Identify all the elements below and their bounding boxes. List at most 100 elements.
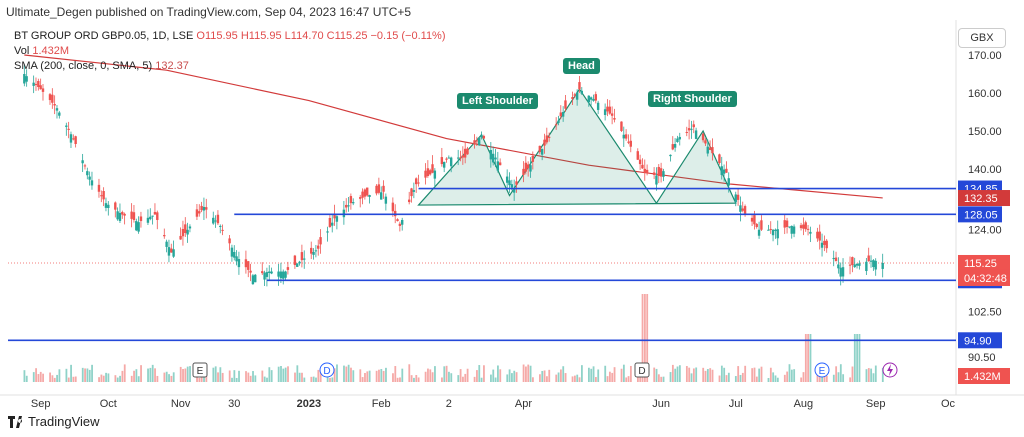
- candle-body: [718, 154, 721, 163]
- candle-body: [310, 247, 313, 254]
- volume-bar: [431, 372, 434, 382]
- volume-bar: [49, 372, 51, 382]
- volume-bar: [709, 368, 712, 382]
- volume-bar: [653, 367, 656, 382]
- candle-body: [463, 148, 467, 158]
- candle-body: [641, 164, 644, 169]
- candle-body: [809, 231, 812, 234]
- candle-body: [757, 229, 761, 236]
- event-marker-label: E: [819, 366, 826, 377]
- volume-bar: [280, 365, 282, 382]
- candle-body: [510, 184, 514, 188]
- volume-bar: [310, 376, 313, 382]
- tradingview-logo-icon: [8, 415, 23, 428]
- volume-bar: [881, 367, 884, 382]
- volume-bar: [427, 368, 429, 382]
- volume-bar: [135, 369, 138, 382]
- tradingview-brand[interactable]: TradingView: [8, 414, 100, 429]
- volume-bar: [424, 371, 427, 382]
- candle-body: [750, 217, 754, 222]
- volume-bar: [221, 372, 224, 382]
- volume-bar: [130, 375, 133, 382]
- volume-bar: [499, 369, 502, 382]
- volume-bar: [382, 370, 385, 382]
- candle-body: [769, 228, 772, 230]
- candle-body: [172, 249, 175, 257]
- volume-bar: [620, 368, 623, 382]
- volume-bar: [804, 334, 807, 382]
- volume-bar: [51, 375, 54, 382]
- candle-body: [361, 191, 364, 198]
- volume-bar: [133, 370, 135, 382]
- volume-bar: [172, 372, 175, 382]
- candle-body: [872, 260, 875, 268]
- volume-bar: [546, 376, 548, 382]
- candle-body: [170, 248, 173, 253]
- volume-bar: [459, 369, 462, 382]
- volume-bar: [849, 377, 852, 382]
- candle-body: [466, 148, 469, 155]
- volume-bar: [231, 377, 233, 382]
- candle-body: [263, 272, 266, 280]
- candle-body: [265, 272, 269, 277]
- candle-body: [657, 166, 660, 177]
- candle-body: [771, 229, 775, 236]
- volume-bar: [685, 366, 688, 382]
- candle-body: [132, 212, 136, 220]
- volume-bar: [660, 376, 663, 382]
- candle-body: [643, 168, 646, 173]
- candle-body: [678, 136, 681, 140]
- volume-bar: [557, 372, 560, 382]
- candle-body: [303, 258, 306, 260]
- candle-body: [755, 223, 758, 228]
- candle-body: [228, 238, 231, 244]
- candle-body: [424, 170, 427, 178]
- candle-body: [39, 85, 42, 90]
- candle-body: [708, 147, 712, 150]
- candle-body: [867, 255, 870, 262]
- candle-body: [366, 187, 369, 196]
- candle-body: [788, 226, 791, 228]
- volume-bar: [42, 373, 44, 382]
- candle-body: [400, 219, 404, 225]
- flash-bolt-icon: [887, 364, 893, 376]
- candle-body: [270, 271, 273, 274]
- sma-value: 132.37: [155, 60, 189, 72]
- volume-bar: [532, 377, 534, 382]
- volume-bar: [807, 334, 810, 382]
- volume-bar: [483, 365, 485, 382]
- candle-body: [725, 168, 728, 173]
- candle-body: [102, 191, 105, 200]
- candle-body: [687, 128, 691, 131]
- candle-body: [359, 197, 362, 199]
- candle-body: [188, 226, 192, 229]
- volume-value: 1.432M: [32, 45, 70, 57]
- candle-body: [482, 135, 486, 139]
- volume-bar: [282, 368, 285, 382]
- candle-body: [659, 168, 663, 177]
- volume-bar: [238, 370, 240, 382]
- ohlc-values: O115.95 H115.95 L114.70 C115.25 −0.15 (−…: [196, 30, 446, 42]
- sma-label: SMA (200, close, 0, SMA, 5): [14, 60, 153, 72]
- volume-bar: [462, 376, 464, 382]
- volume-bar: [555, 374, 558, 382]
- volume-bar: [301, 372, 303, 382]
- volume-bar: [392, 373, 394, 382]
- x-tick-label: Feb: [372, 398, 391, 410]
- candle-body: [491, 153, 495, 163]
- candle-body: [149, 216, 152, 220]
- candle-body: [352, 202, 355, 204]
- candle-body: [522, 168, 525, 175]
- candle-body: [284, 271, 287, 278]
- volume-bar: [116, 377, 119, 382]
- candle-body: [107, 204, 110, 208]
- candle-body: [727, 178, 730, 186]
- volume-bar: [74, 376, 77, 382]
- volume-bar: [317, 369, 320, 382]
- volume-bar: [186, 366, 189, 382]
- currency-button[interactable]: GBX: [958, 28, 1006, 48]
- publisher-line: Ultimate_Degen published on TradingView.…: [6, 5, 412, 19]
- volume-bar: [657, 374, 660, 382]
- volume-bar: [506, 374, 509, 382]
